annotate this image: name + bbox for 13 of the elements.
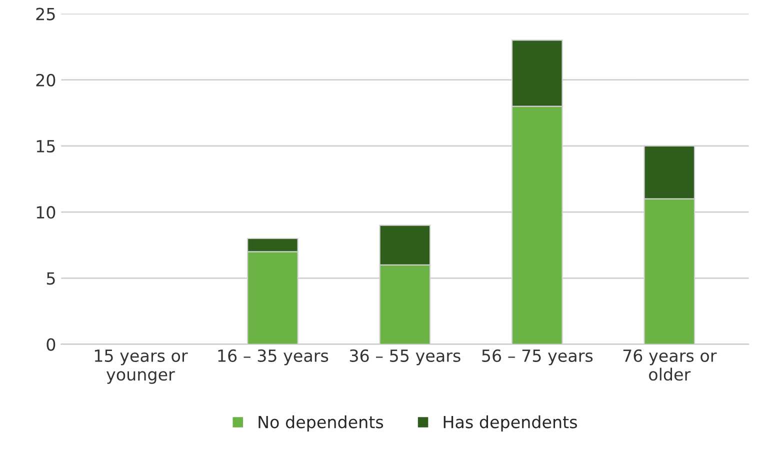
legend-label: Has dependents: [444, 415, 577, 432]
x-tick-label: 76 years or older: [623, 349, 717, 381]
legend-label: No dependents: [258, 415, 384, 432]
x-tick-label: 15 years or younger: [94, 350, 188, 384]
x-tick-label: 16 – 35 years: [218, 349, 328, 366]
y-tick-label: 0: [46, 338, 56, 351]
x-tick-label: 56 – 75 years: [482, 349, 593, 366]
x-tick-label: 36 – 55 years: [350, 349, 460, 366]
y-tick-label: 5: [46, 272, 55, 285]
y-tick-label: 25: [36, 8, 55, 20]
y-tick-label: 20: [36, 74, 56, 86]
y-tick-label: 15: [36, 140, 55, 153]
y-tick-label: 10: [36, 206, 56, 219]
